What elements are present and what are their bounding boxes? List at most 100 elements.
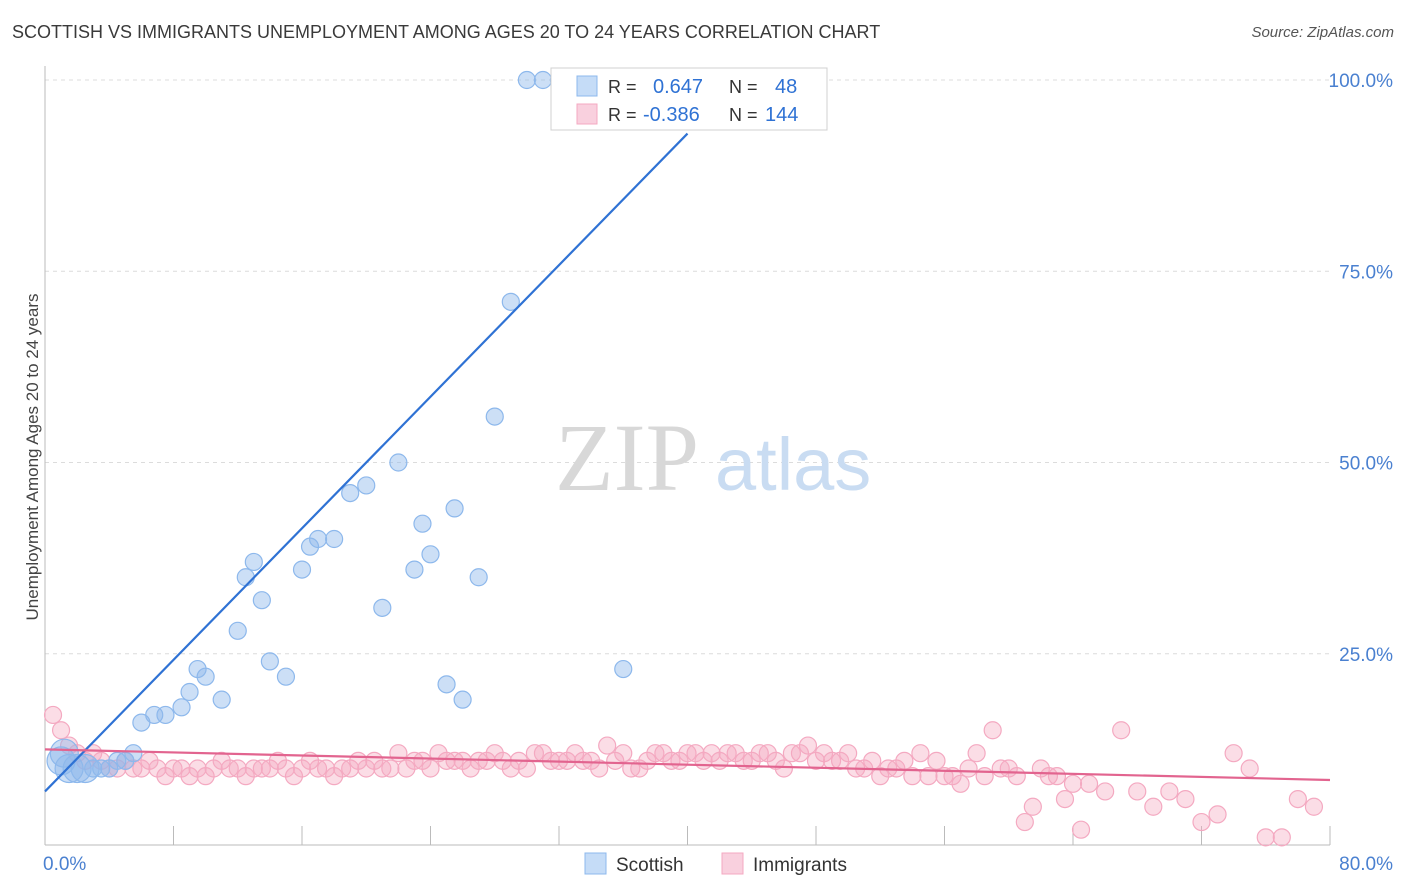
immigrants-point: [389, 744, 408, 763]
immigrants-point: [43, 705, 63, 725]
scottish-point: [453, 690, 472, 709]
watermark-atlas: atlas: [715, 423, 871, 506]
scottish-point: [325, 529, 344, 549]
scottish-point: [228, 621, 247, 640]
scottish-point: [405, 560, 424, 579]
immigrants-point: [51, 721, 71, 740]
scottish-point: [413, 514, 432, 533]
scottish-swatch: [576, 75, 598, 97]
x-tick-label: 0.0%: [43, 854, 86, 875]
scottish-point: [421, 545, 440, 564]
immigrants-point: [1272, 828, 1291, 847]
y-tick-label: 50.0%: [1339, 454, 1393, 475]
scottish-point: [357, 476, 376, 495]
immigrants-point: [381, 759, 400, 778]
immigrants-point: [919, 767, 938, 786]
immigrants-point: [1007, 767, 1026, 786]
immigrants-point: [911, 744, 930, 763]
immigrants-point: [975, 767, 994, 786]
scottish-point: [373, 598, 392, 617]
immigrants-point: [1023, 797, 1042, 816]
immigrants-r-value: -0.386: [643, 104, 700, 126]
scottish-point: [172, 698, 191, 717]
immigrants-point: [1128, 782, 1147, 801]
scottish-point: [62, 753, 92, 784]
immigrants-point: [1192, 812, 1211, 832]
grid-lines: [45, 79, 1330, 655]
scottish-point: [445, 499, 464, 518]
immigrants-point: [983, 721, 1002, 740]
scottish-point: [437, 675, 456, 694]
immigrants-point: [1304, 797, 1324, 816]
scottish-point: [485, 407, 504, 426]
immigrants-point: [1096, 782, 1115, 801]
scottish-point: [276, 667, 296, 686]
scottish-point: [260, 652, 279, 671]
immigrants-trend-line: [44, 748, 1331, 782]
immigrants-point: [1144, 797, 1163, 816]
scottish-point: [469, 568, 488, 587]
immigrants-point: [774, 759, 793, 778]
immigrants-point: [903, 767, 922, 786]
scottish-point: [180, 682, 199, 702]
immigrants-point: [863, 751, 882, 770]
scottish-point: [614, 659, 633, 679]
immigrants-point: [614, 744, 633, 763]
scottish-point: [244, 552, 263, 572]
scottish-point: [308, 529, 328, 549]
scottish-point: [533, 70, 553, 90]
immigrants-point: [1256, 828, 1275, 847]
immigrants-n-label: N =: [729, 105, 758, 125]
immigrants-point: [839, 744, 858, 763]
immigrants-point: [1224, 744, 1243, 763]
scottish-point: [212, 690, 231, 709]
scottish-point: [389, 453, 408, 472]
scottish-points: [46, 70, 633, 784]
y-tick-label: 25.0%: [1339, 645, 1393, 666]
legend-immigrants-label: Immigrants: [753, 855, 847, 876]
scottish-point: [49, 738, 79, 768]
immigrants-point: [951, 774, 970, 793]
immigrants-point: [517, 759, 536, 778]
immigrants-point: [1112, 721, 1131, 740]
scottish-r-value: 0.647: [653, 76, 703, 98]
immigrants-point: [1208, 805, 1227, 824]
scottish-point: [196, 667, 215, 686]
scottish-point: [501, 292, 520, 311]
scottish-point: [124, 744, 143, 763]
trend-lines: [44, 132, 1331, 793]
immigrants-point: [1240, 759, 1259, 778]
immigrants-r-label: R =: [608, 105, 637, 125]
immigrants-point: [598, 736, 617, 755]
immigrants-point: [895, 751, 914, 770]
immigrants-point: [1160, 782, 1179, 801]
scottish-n-label: N =: [729, 77, 758, 97]
immigrants-point: [1047, 767, 1067, 786]
source-label: Source: ZipAtlas.com: [1251, 24, 1394, 41]
y-tick-label: 75.0%: [1339, 262, 1393, 283]
immigrants-point: [1071, 820, 1091, 839]
immigrants-swatch: [576, 103, 598, 125]
scottish-point: [236, 568, 255, 587]
y-axis-label: Unemployment Among Ages 20 to 24 years: [23, 294, 42, 621]
scottish-point: [292, 560, 312, 579]
legend-immigrants-swatch: [721, 852, 744, 875]
immigrants-point: [927, 751, 946, 770]
watermark: ZIP atlas: [555, 404, 871, 511]
scottish-point: [156, 705, 175, 725]
immigrants-point: [1063, 774, 1083, 793]
scottish-r-label: R =: [608, 77, 637, 97]
immigrants-point: [1288, 789, 1307, 809]
legend-scottish-swatch: [584, 852, 607, 875]
watermark-zip: ZIP: [555, 404, 699, 511]
immigrants-point: [1055, 789, 1075, 809]
scottish-trend-line: [44, 132, 689, 793]
immigrants-point: [590, 759, 609, 778]
x-tick-label: 80.0%: [1339, 854, 1393, 875]
legend-scottish-label: Scottish: [616, 855, 684, 876]
immigrants-n-value: 144: [765, 104, 798, 126]
scottish-point: [517, 70, 536, 90]
scottish-point: [341, 484, 360, 503]
immigrants-point: [1176, 789, 1195, 809]
immigrants-point: [421, 759, 440, 778]
